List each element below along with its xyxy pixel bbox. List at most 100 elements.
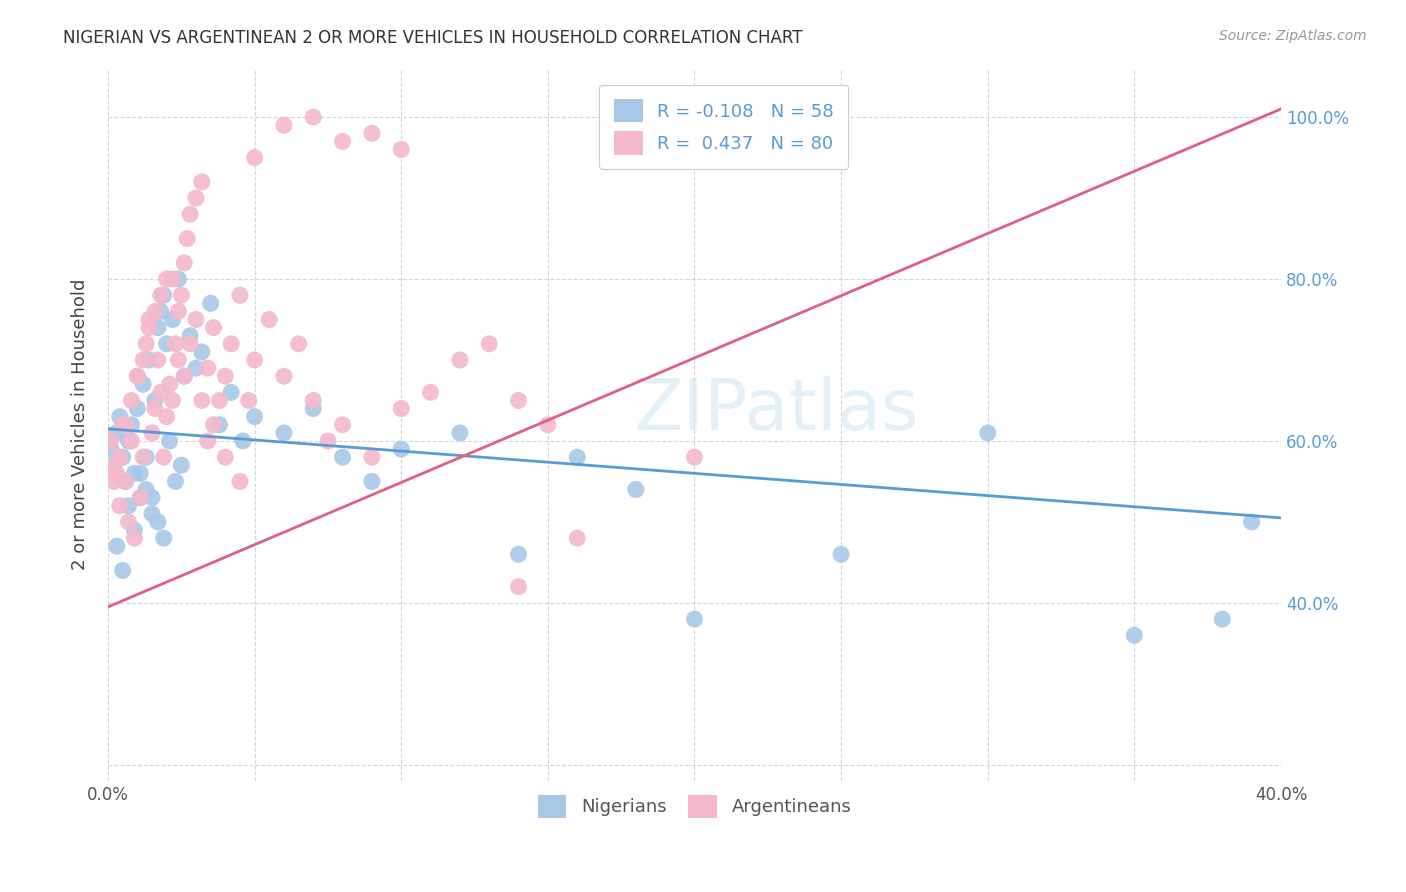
Point [103, 458, 125, 473]
Point [977, 425, 1000, 440]
Point [162, 312, 184, 326]
Point [567, 531, 589, 545]
Point [162, 393, 184, 408]
Point [273, 118, 295, 132]
Point [138, 312, 160, 326]
Point [105, 467, 128, 481]
Point [214, 369, 236, 384]
Point [273, 369, 295, 384]
Point [214, 450, 236, 464]
Point [197, 361, 219, 376]
Point [149, 304, 172, 318]
Point [167, 353, 190, 368]
Point [302, 393, 325, 408]
Point [129, 491, 152, 505]
Point [229, 475, 252, 489]
Point [243, 353, 266, 368]
Point [143, 304, 166, 318]
Point [100, 442, 122, 456]
Point [238, 393, 260, 408]
Point [419, 385, 441, 400]
Point [508, 580, 530, 594]
Point [108, 499, 131, 513]
Point [132, 450, 155, 464]
Point [243, 151, 266, 165]
Point [141, 507, 163, 521]
Point [184, 312, 207, 326]
Point [135, 336, 157, 351]
Point [176, 231, 198, 245]
Point [167, 272, 190, 286]
Point [287, 336, 309, 351]
Point [141, 491, 163, 505]
Point [389, 442, 412, 456]
Point [111, 564, 134, 578]
Point [191, 344, 214, 359]
Point [302, 401, 325, 416]
Point [208, 417, 231, 432]
Point [567, 450, 589, 464]
Point [389, 143, 412, 157]
Point [100, 434, 122, 448]
Point [143, 401, 166, 416]
Point [191, 393, 214, 408]
Point [1211, 612, 1233, 626]
Point [159, 434, 181, 448]
Point [273, 425, 295, 440]
Point [146, 353, 169, 368]
Point [103, 458, 125, 473]
Point [120, 434, 142, 448]
Point [332, 450, 354, 464]
Legend: Nigerians, Argentineans: Nigerians, Argentineans [530, 788, 859, 825]
Point [108, 450, 131, 464]
Point [170, 288, 193, 302]
Point [179, 207, 201, 221]
Point [1123, 628, 1146, 642]
Point [167, 304, 190, 318]
Point [830, 547, 852, 561]
Point [124, 467, 146, 481]
Point [159, 377, 181, 392]
Point [478, 336, 501, 351]
Point [232, 434, 254, 448]
Point [197, 434, 219, 448]
Point [127, 369, 149, 384]
Point [105, 425, 128, 440]
Point [120, 393, 142, 408]
Point [138, 353, 160, 368]
Point [208, 393, 231, 408]
Point [361, 475, 384, 489]
Point [173, 369, 195, 384]
Point [508, 547, 530, 561]
Point [173, 256, 195, 270]
Point [162, 272, 184, 286]
Point [135, 450, 157, 464]
Point [302, 110, 325, 124]
Point [146, 320, 169, 334]
Point [170, 458, 193, 473]
Point [389, 401, 412, 416]
Point [120, 417, 142, 432]
Point [508, 393, 530, 408]
Point [114, 417, 136, 432]
Point [229, 288, 252, 302]
Point [200, 296, 222, 310]
Point [191, 175, 214, 189]
Point [259, 312, 281, 326]
Point [135, 483, 157, 497]
Point [1240, 515, 1263, 529]
Point [156, 336, 179, 351]
Point [165, 475, 187, 489]
Point [117, 515, 139, 529]
Point [361, 450, 384, 464]
Text: NIGERIAN VS ARGENTINEAN 2 OR MORE VEHICLES IN HOUSEHOLD CORRELATION CHART: NIGERIAN VS ARGENTINEAN 2 OR MORE VEHICL… [63, 29, 803, 46]
Point [111, 450, 134, 464]
Point [332, 417, 354, 432]
Point [179, 336, 201, 351]
Point [683, 450, 706, 464]
Point [143, 393, 166, 408]
Point [138, 320, 160, 334]
Point [683, 612, 706, 626]
Point [179, 328, 201, 343]
Point [184, 361, 207, 376]
